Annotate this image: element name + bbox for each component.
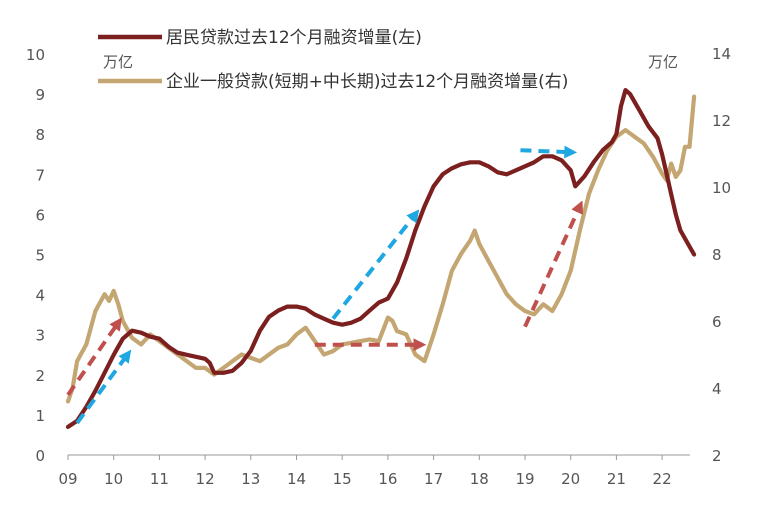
- y-left-tick-label: 3: [35, 327, 45, 345]
- y-right-tick-labels: 2 4 6 8 10 12 14: [712, 45, 731, 465]
- y-left-tick-label: 4: [35, 287, 45, 305]
- annotation-arrows: [66, 145, 584, 425]
- x-tick-label: 21: [607, 470, 626, 488]
- arrow-red-2009: [66, 317, 122, 396]
- x-tick-label: 12: [196, 470, 215, 488]
- y-right-tick-label: 6: [712, 313, 722, 331]
- x-tick-label: 17: [424, 470, 443, 488]
- y-right-tick-label: 14: [712, 45, 731, 63]
- legend: 居民贷款过去12个月融资增量(左) 企业一般贷款(短期+中长期)过去12个月融资…: [98, 28, 568, 92]
- x-tick-label: 14: [287, 470, 306, 488]
- y-left-tick-label: 1: [35, 407, 45, 425]
- y-left-tick-label: 10: [26, 46, 45, 64]
- right-unit-label: 万亿: [648, 53, 678, 71]
- arrow-blue-2015: [331, 209, 420, 320]
- arrow-red-2019: [523, 200, 584, 328]
- x-tick-label: 15: [333, 470, 352, 488]
- y-right-tick-label: 10: [712, 179, 731, 197]
- x-tick-label: 22: [653, 470, 672, 488]
- y-left-tick-label: 2: [35, 367, 45, 385]
- x-tick-label: 10: [104, 470, 123, 488]
- x-tick-labels: 09 10 11 12 13 14 15 16 17 18 19 20 21 22: [58, 455, 672, 488]
- y-left-tick-label: 9: [35, 86, 45, 104]
- x-tick-label: 20: [561, 470, 580, 488]
- y-left-tick-label: 0: [35, 447, 45, 465]
- x-tick-label: 13: [241, 470, 260, 488]
- arrow-blue-2009: [75, 349, 132, 425]
- x-tick-label: 11: [150, 470, 169, 488]
- y-left-tick-label: 8: [35, 126, 45, 144]
- legend-label-household: 居民贷款过去12个月融资增量(左): [166, 28, 422, 48]
- series-line-corporate: [65, 94, 697, 404]
- y-right-tick-label: 4: [712, 380, 722, 398]
- legend-label-corporate: 企业一般贷款(短期+中长期)过去12个月融资增量(右): [166, 72, 568, 92]
- x-tick-label: 09: [58, 470, 77, 488]
- y-left-tick-label: 5: [35, 247, 45, 265]
- y-left-tick-label: 6: [35, 206, 45, 224]
- arrow-blue-2019: [520, 145, 578, 159]
- y-left-tick-labels: 0 1 2 3 4 5 6 7 8 9 10: [26, 46, 45, 465]
- x-tick-label: 19: [515, 470, 534, 488]
- y-right-tick-label: 8: [712, 246, 722, 264]
- y-left-tick-label: 7: [35, 166, 45, 184]
- x-tick-label: 16: [378, 470, 397, 488]
- series-line-household: [65, 88, 697, 429]
- left-unit-label: 万亿: [103, 53, 133, 71]
- x-tick-label: 18: [470, 470, 489, 488]
- y-right-tick-label: 12: [712, 112, 731, 130]
- y-right-tick-label: 2: [712, 447, 722, 465]
- series-layer: [65, 88, 697, 429]
